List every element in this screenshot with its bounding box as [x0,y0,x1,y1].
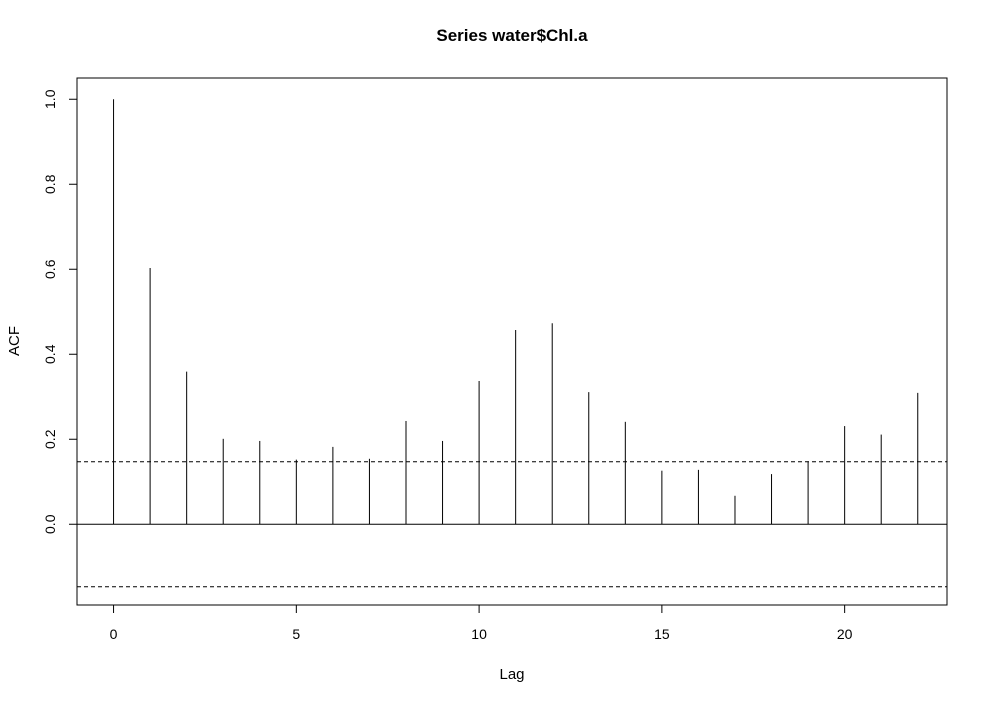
y-tick-label: 0.4 [42,344,58,364]
y-tick-label: 1.0 [42,89,58,109]
chart-title: Series water$Chl.a [436,26,588,45]
y-tick-label: 0.6 [42,259,58,279]
chart-marks: 0 5 10 15 20 0.0 0.2 0.4 0.6 0.8 1.0 [42,89,947,642]
x-tick-label: 5 [292,626,300,642]
x-tick-label: 0 [110,626,118,642]
x-axis-label: Lag [499,666,524,683]
y-axis-label: ACF [6,326,23,356]
x-tick-label: 15 [654,626,670,642]
y-tick-label: 0.2 [42,429,58,449]
y-tick-label: 0.8 [42,174,58,194]
x-tick-label: 20 [837,626,853,642]
x-tick-label: 10 [471,626,487,642]
plot-frame [76,77,948,606]
y-tick-label: 0.0 [42,514,58,534]
